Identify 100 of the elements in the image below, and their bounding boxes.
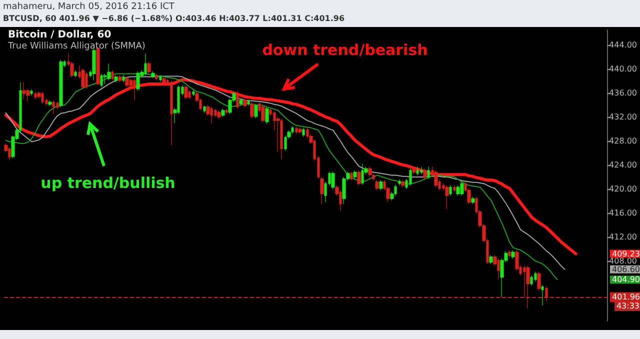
candlestick bbox=[449, 185, 452, 196]
text: 404.90 bbox=[612, 275, 640, 284]
candlestick bbox=[423, 168, 427, 180]
candlestick bbox=[361, 164, 364, 186]
candlestick bbox=[302, 128, 305, 138]
candlestick bbox=[416, 166, 419, 176]
candlestick bbox=[52, 100, 55, 114]
candlestick bbox=[243, 98, 247, 108]
y-tick-label: 428.00 bbox=[609, 136, 638, 146]
y-tick-label: 440.00 bbox=[609, 64, 638, 74]
candlestick bbox=[147, 62, 151, 74]
candlestick bbox=[398, 179, 401, 186]
candlestick bbox=[339, 190, 342, 211]
candlestick bbox=[497, 258, 500, 280]
candlestick bbox=[280, 118, 283, 160]
candlestick bbox=[247, 99, 250, 106]
candlestick bbox=[81, 68, 85, 90]
ref-line-label: 401.96 bbox=[612, 292, 640, 302]
candlestick bbox=[456, 185, 460, 196]
y-tick-label: 436.00 bbox=[609, 88, 638, 98]
annotation: down trend/bearish bbox=[262, 41, 428, 59]
candlestick bbox=[265, 106, 269, 124]
candlestick bbox=[471, 196, 475, 204]
candlestick bbox=[530, 275, 533, 286]
candlestick bbox=[155, 74, 158, 81]
candlestick bbox=[350, 171, 353, 181]
candlestick bbox=[534, 272, 537, 282]
candlestick bbox=[203, 105, 206, 114]
candlestick bbox=[184, 84, 188, 100]
candlestick bbox=[125, 76, 129, 88]
candlestick bbox=[22, 82, 26, 100]
candlestick bbox=[210, 106, 213, 124]
candlestick bbox=[151, 71, 155, 78]
candlestick bbox=[34, 92, 37, 100]
candlestick bbox=[107, 63, 111, 81]
candlestick bbox=[489, 254, 493, 264]
candlestick bbox=[217, 110, 221, 120]
text: True Williams Alligator (SMMA) bbox=[7, 42, 146, 52]
candlestick bbox=[508, 250, 511, 258]
y-tick-label: 432.00 bbox=[609, 112, 638, 122]
candlestick bbox=[291, 126, 294, 134]
candlestick bbox=[85, 72, 88, 90]
candlestick bbox=[162, 76, 166, 84]
candlestick bbox=[511, 250, 515, 259]
chart-title: Bitcoin / Dollar, 60 bbox=[8, 30, 112, 40]
candlestick bbox=[331, 171, 335, 190]
candlestick bbox=[100, 74, 103, 88]
candlestick bbox=[111, 70, 114, 81]
y-tick-label: 416.00 bbox=[609, 208, 638, 218]
candlestick bbox=[445, 185, 449, 210]
candlestick bbox=[136, 71, 140, 91]
candlestick bbox=[254, 104, 258, 118]
candlestick bbox=[30, 89, 33, 96]
candlestick bbox=[375, 180, 379, 190]
candlestick bbox=[122, 74, 125, 82]
candlestick bbox=[59, 60, 63, 108]
candlestick bbox=[379, 180, 383, 190]
candlestick bbox=[48, 100, 52, 106]
y-tick-label: 412.00 bbox=[609, 232, 638, 242]
candlestick bbox=[298, 126, 302, 134]
candlestick bbox=[133, 78, 136, 100]
candlestick bbox=[409, 168, 412, 186]
candlestick bbox=[8, 146, 11, 160]
candlestick bbox=[353, 170, 357, 180]
candlestick bbox=[541, 284, 544, 306]
candlestick bbox=[412, 166, 416, 174]
text: BTCUSD, 60 401.96 ▼ −6.86 (−1.68%) O:403.46 H:403.77 L:401.31 C:401.96 bbox=[3, 14, 345, 23]
candlestick bbox=[192, 90, 195, 96]
candlestick bbox=[114, 75, 118, 82]
candlestick bbox=[236, 90, 239, 109]
candlestick bbox=[239, 98, 243, 106]
y-tick-label: 444.00 bbox=[609, 40, 638, 50]
candlestick bbox=[118, 74, 122, 82]
candlestick bbox=[427, 166, 430, 180]
y-tick-label: 420.00 bbox=[609, 184, 638, 194]
candlestick bbox=[225, 108, 228, 114]
annotation: up trend/bullish bbox=[40, 174, 176, 192]
text: 406.60 bbox=[612, 264, 640, 274]
candlestick bbox=[368, 166, 372, 177]
text: mahameru, March 05, 2016 21:16 ICT bbox=[3, 2, 174, 12]
candlestick bbox=[545, 286, 548, 302]
candlestick bbox=[401, 180, 405, 188]
candlestick bbox=[144, 53, 147, 76]
candlestick bbox=[74, 70, 77, 78]
candlestick bbox=[537, 272, 541, 291]
y-tick-label: 408.00 bbox=[609, 256, 638, 266]
candlestick bbox=[41, 92, 44, 104]
candlestick bbox=[159, 74, 162, 82]
candlestick bbox=[221, 108, 225, 118]
candlestick bbox=[357, 170, 361, 186]
text: 43:33 bbox=[616, 302, 640, 310]
candlestick bbox=[170, 80, 173, 146]
candlestick bbox=[420, 166, 423, 174]
candlestick bbox=[453, 185, 456, 192]
candlestick bbox=[526, 266, 530, 309]
y-tick-label: 424.00 bbox=[609, 160, 638, 170]
candlestick bbox=[460, 182, 464, 196]
candlestick bbox=[434, 170, 438, 188]
candlestick bbox=[250, 102, 254, 118]
candlestick bbox=[295, 126, 298, 134]
